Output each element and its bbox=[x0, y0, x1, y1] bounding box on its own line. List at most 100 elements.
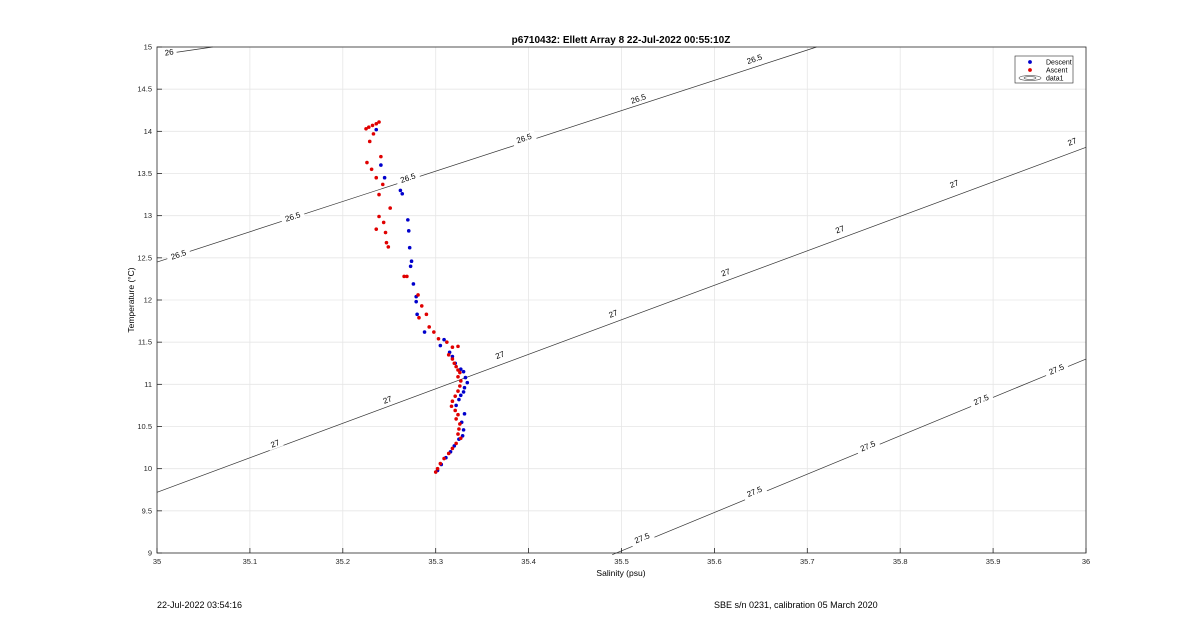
ascent-point bbox=[438, 461, 443, 466]
ascent-point bbox=[458, 384, 462, 388]
contour-label: 27 bbox=[382, 394, 394, 406]
contour-label-mask bbox=[968, 390, 994, 409]
descent-point bbox=[452, 444, 457, 448]
contour-label-group: 27 27 27 27 27 27 27 27 bbox=[266, 134, 1081, 451]
contour-label: 27 bbox=[1066, 136, 1078, 148]
contour-label-mask bbox=[945, 176, 963, 191]
contour-label-mask bbox=[491, 347, 509, 363]
ascent-point bbox=[456, 432, 460, 436]
legend-data1-marker bbox=[1018, 75, 1042, 81]
ascent-point bbox=[450, 345, 455, 350]
descent-point bbox=[454, 403, 458, 408]
ascent-point bbox=[453, 408, 458, 413]
y-tick-label: 11.5 bbox=[138, 338, 152, 347]
contour-label: 27 bbox=[720, 267, 732, 279]
ascent-point bbox=[377, 192, 381, 197]
density-contours: 2626.526.526.526.526.526.527272727272727… bbox=[156, 46, 1087, 556]
contour-label: 27 bbox=[834, 224, 846, 236]
y-tick-label: 12.5 bbox=[137, 253, 152, 262]
y-tick-label: 9 bbox=[148, 549, 152, 558]
contour-label-mask bbox=[716, 264, 735, 280]
ascent-point bbox=[458, 436, 463, 441]
x-tick-label: 36 bbox=[1082, 557, 1090, 566]
ascent-point bbox=[450, 446, 455, 451]
ascent-point bbox=[454, 441, 458, 446]
grid-lines bbox=[157, 47, 1086, 553]
ascent-point bbox=[454, 364, 458, 369]
ascent-point bbox=[456, 368, 460, 372]
ascent-point bbox=[458, 370, 462, 375]
contour-label: 27 bbox=[949, 178, 961, 190]
ascent-point bbox=[416, 293, 420, 297]
y-tick-label: 10.5 bbox=[137, 422, 152, 431]
ascent-point bbox=[456, 412, 460, 417]
ascent-point bbox=[377, 120, 381, 124]
contour-label-mask bbox=[279, 208, 306, 225]
legend-data1-label: data1 bbox=[1046, 76, 1064, 83]
ascent-point bbox=[388, 206, 392, 210]
legend-ascent-marker bbox=[1028, 68, 1032, 72]
descent-point bbox=[458, 367, 463, 371]
x-tick-label: 35.9 bbox=[986, 557, 1001, 566]
descent-point bbox=[461, 369, 466, 374]
ascent-point bbox=[456, 374, 460, 379]
descent-point bbox=[457, 397, 461, 402]
contour-label-mask bbox=[604, 306, 622, 321]
x-tick-label: 35.6 bbox=[707, 557, 722, 566]
ascent-point bbox=[374, 175, 379, 180]
contour-label-mask bbox=[395, 169, 421, 187]
ascent-point bbox=[379, 154, 383, 159]
x-tick-label: 35.8 bbox=[893, 557, 908, 566]
descent-point bbox=[465, 380, 470, 385]
descent-point bbox=[458, 393, 463, 398]
ascent-point bbox=[432, 330, 436, 334]
ascent-point bbox=[446, 451, 451, 456]
x-tick-label: 35.1 bbox=[243, 557, 258, 566]
descent-point bbox=[382, 175, 387, 180]
contour-label-group: 26 bbox=[161, 46, 178, 59]
contour-label-mask bbox=[511, 129, 537, 147]
ascent-point bbox=[367, 125, 371, 129]
ascent-point bbox=[450, 399, 455, 404]
descent-point bbox=[422, 330, 427, 334]
contour-label-mask bbox=[625, 90, 651, 107]
contour-label-mask bbox=[165, 246, 192, 263]
contour-label-mask bbox=[741, 482, 768, 501]
ascent-point bbox=[384, 240, 389, 245]
contour-line-27-5 bbox=[612, 358, 1087, 556]
ascent-point bbox=[369, 167, 374, 172]
x-tick-label: 35.7 bbox=[800, 557, 815, 566]
contour-label-mask bbox=[629, 528, 655, 547]
y-axis-label: Temperature (°C) bbox=[126, 267, 136, 332]
descent-point bbox=[463, 375, 468, 380]
contour-label-mask bbox=[1043, 360, 1070, 379]
ascent-point bbox=[452, 361, 457, 366]
descent-point bbox=[450, 354, 455, 359]
descent-point bbox=[461, 390, 466, 394]
ascent-point bbox=[458, 379, 463, 383]
ascent-point bbox=[436, 336, 441, 341]
contour-label: 26 bbox=[164, 47, 175, 57]
ascent-point bbox=[435, 466, 440, 471]
ascent-point bbox=[381, 220, 386, 225]
ascent-point bbox=[427, 325, 431, 329]
ascent-point bbox=[446, 353, 451, 357]
descent-point bbox=[462, 385, 467, 390]
descent-point bbox=[374, 127, 379, 132]
x-tick-label: 35 bbox=[153, 557, 161, 566]
contour-line-26-5 bbox=[156, 46, 817, 263]
ascent-point bbox=[450, 357, 455, 361]
contour-label-group: 27.527.527.527.527.5 bbox=[629, 360, 1070, 547]
y-tick-label: 15 bbox=[144, 43, 152, 52]
ascent-point bbox=[454, 417, 458, 421]
legend-descent-label: Descent bbox=[1046, 60, 1072, 67]
contour-label-mask bbox=[161, 46, 178, 59]
ascent-point bbox=[453, 394, 458, 398]
y-tick-label: 12 bbox=[144, 296, 152, 305]
descent-point bbox=[462, 412, 467, 416]
data-points bbox=[364, 120, 470, 474]
ascent-point bbox=[370, 123, 375, 128]
y-tick-label: 10 bbox=[144, 464, 152, 473]
descent-point bbox=[406, 229, 411, 233]
